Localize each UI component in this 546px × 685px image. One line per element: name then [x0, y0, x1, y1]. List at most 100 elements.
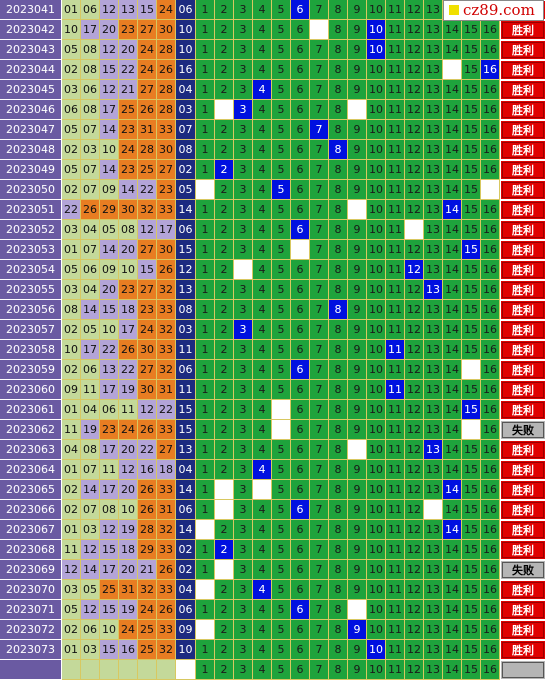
number-cell: 8: [329, 180, 348, 200]
number-cell: 11: [386, 20, 405, 40]
number-cell: 8: [329, 80, 348, 100]
issue: 2023050: [0, 180, 62, 200]
number-cell: 13: [424, 0, 443, 20]
number-cell: 4: [253, 240, 272, 260]
blue-ball: 08: [176, 300, 196, 320]
result: 胜利: [500, 540, 546, 560]
number-cell: 7: [310, 340, 329, 360]
red-ball: 04: [62, 440, 81, 460]
number-cell: 12: [405, 260, 424, 280]
number-cell: 12: [405, 300, 424, 320]
number-cell: 14: [443, 640, 462, 660]
red-ball: 08: [81, 100, 100, 120]
number-cell: 8: [329, 20, 348, 40]
number-cell: 16: [481, 100, 500, 120]
number-cell: 12: [405, 480, 424, 500]
red-ball: 20: [119, 480, 138, 500]
number-cell: 1: [196, 420, 215, 440]
result: 胜利: [500, 480, 546, 500]
number-cell: 6: [291, 320, 310, 340]
number-cell: 4: [253, 400, 272, 420]
red-ball: 22: [157, 400, 176, 420]
red-ball: 32: [157, 360, 176, 380]
number-cell: 14: [443, 420, 462, 440]
number-cell: 12: [405, 20, 424, 40]
number-cell: 2: [215, 660, 234, 680]
number-cell: 4: [253, 220, 272, 240]
number-cell: 15: [462, 300, 481, 320]
number-cell: 3: [234, 40, 253, 60]
number-cell: 1: [196, 100, 215, 120]
number-cell: 8: [329, 520, 348, 540]
number-cell: 10: [367, 20, 386, 40]
number-cell: 9: [348, 460, 367, 480]
number-cell: 9: [348, 520, 367, 540]
issue: 2023069: [0, 560, 62, 580]
number-cell: 14: [443, 520, 462, 540]
number-cell: 9: [348, 280, 367, 300]
number-cell: 12: [405, 500, 424, 520]
number-cell: 3: [234, 360, 253, 380]
number-cell: 15: [462, 400, 481, 420]
number-cell: 11: [386, 380, 405, 400]
number-cell: 14: [443, 300, 462, 320]
number-cell: 7: [310, 460, 329, 480]
blue-ball: 13: [176, 440, 196, 460]
number-cell: 1: [196, 300, 215, 320]
red-ball: 16: [119, 640, 138, 660]
number-cell: 10: [367, 240, 386, 260]
number-cell: 9: [348, 540, 367, 560]
number-cell: 9: [348, 660, 367, 680]
number-cell: [462, 360, 481, 380]
red-ball: 33: [157, 300, 176, 320]
number-cell: 11: [386, 200, 405, 220]
number-cell: 3: [234, 600, 253, 620]
number-cell: 13: [424, 380, 443, 400]
number-cell: 15: [462, 480, 481, 500]
number-cell: 12: [405, 40, 424, 60]
number-cell: 7: [310, 560, 329, 580]
red-ball: 33: [157, 120, 176, 140]
number-cell: 9: [348, 640, 367, 660]
number-cell: 8: [329, 100, 348, 120]
number-cell: 11: [386, 280, 405, 300]
number-cell: 11: [386, 640, 405, 660]
number-cell: 16: [481, 660, 500, 680]
number-cell: 2: [215, 120, 234, 140]
number-cell: 4: [253, 580, 272, 600]
number-cell: 10: [367, 120, 386, 140]
number-cell: 16: [481, 580, 500, 600]
number-cell: 4: [253, 420, 272, 440]
result: 胜利: [500, 580, 546, 600]
number-cell: 4: [253, 340, 272, 360]
number-cell: 10: [367, 200, 386, 220]
number-cell: 1: [196, 440, 215, 460]
number-cell: 5: [272, 80, 291, 100]
number-cell: 12: [405, 320, 424, 340]
red-ball: 03: [81, 140, 100, 160]
number-cell: 7: [310, 440, 329, 460]
number-cell: 11: [386, 360, 405, 380]
number-cell: 5: [272, 220, 291, 240]
number-cell: 11: [386, 180, 405, 200]
number-cell: 6: [291, 140, 310, 160]
red-ball: 14: [81, 560, 100, 580]
number-cell: 11: [386, 340, 405, 360]
red-ball: 19: [119, 380, 138, 400]
number-cell: 15: [462, 540, 481, 560]
number-cell: 6: [291, 120, 310, 140]
number-cell: 10: [367, 80, 386, 100]
number-cell: 12: [405, 180, 424, 200]
number-cell: 1: [196, 600, 215, 620]
number-cell: 2: [215, 60, 234, 80]
number-cell: 13: [424, 200, 443, 220]
issue: 2023045: [0, 80, 62, 100]
number-cell: 11: [386, 540, 405, 560]
blue-ball: 16: [176, 60, 196, 80]
result: 胜利: [500, 280, 546, 300]
issue: 2023063: [0, 440, 62, 460]
number-cell: 1: [196, 40, 215, 60]
number-cell: 16: [481, 40, 500, 60]
number-cell: 8: [329, 480, 348, 500]
